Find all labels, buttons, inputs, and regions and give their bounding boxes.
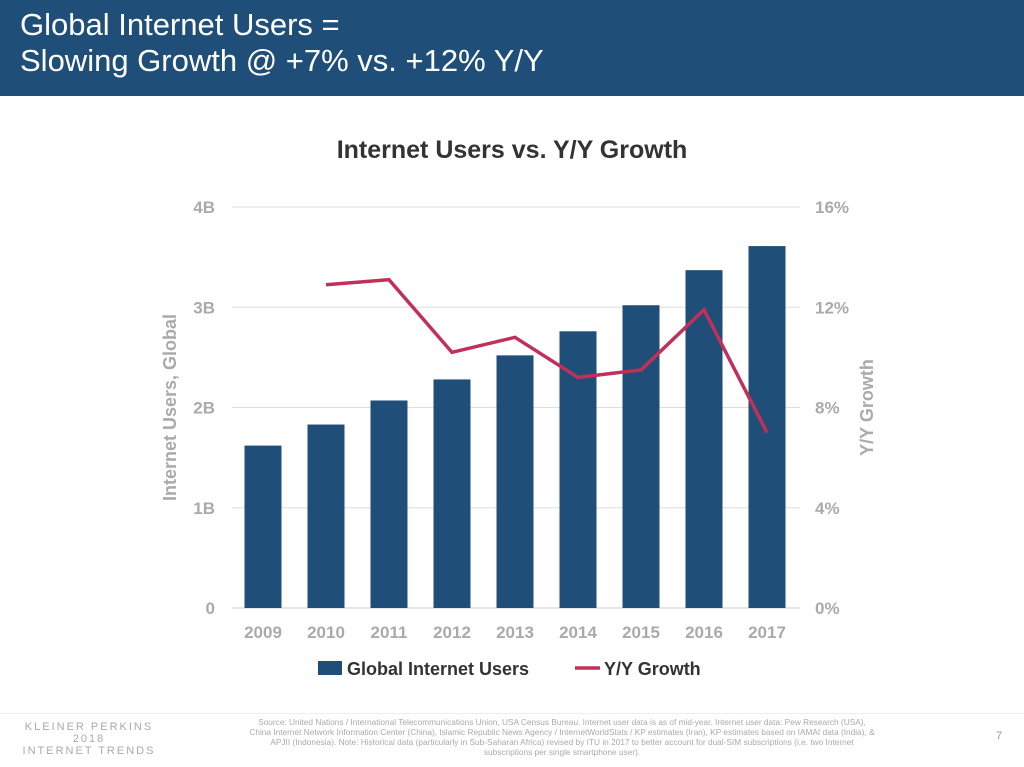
- bar-2015: [622, 305, 660, 608]
- y-tick-label: 1B: [193, 499, 215, 518]
- combo-chart: Internet Users vs. Y/Y Growth 0 0% 1B 4% 2B 8%…: [160, 136, 877, 679]
- y2-axis-label: Y/Y Growth: [857, 359, 877, 456]
- growth-line: [325, 277, 769, 434]
- legend-line-label: Y/Y Growth: [604, 659, 701, 679]
- x-tick-label: 2017: [748, 623, 786, 642]
- y-tick-label: 2B: [193, 399, 215, 418]
- legend-bar-label: Global Internet Users: [347, 659, 529, 679]
- x-tick-label: 2010: [307, 623, 345, 642]
- bar-2012: [433, 379, 471, 608]
- x-tick-label: 2013: [496, 623, 534, 642]
- x-tick-label: 2012: [433, 623, 471, 642]
- source-note: Source: United Nations / International T…: [249, 717, 875, 757]
- x-tick-label: 2014: [559, 623, 597, 642]
- slide-header: Global Internet Users = Slowing Growth @…: [0, 0, 1024, 96]
- y-axis-label: Internet Users, Global: [160, 314, 180, 501]
- y2-tick-label: 4%: [815, 499, 840, 518]
- bar-2011: [370, 400, 408, 608]
- x-tick-label: 2011: [371, 623, 408, 642]
- logo-line2: 2018: [72, 733, 106, 745]
- y-tick-label: 3B: [193, 298, 215, 317]
- x-tick-label: 2009: [244, 623, 282, 642]
- kleiner-perkins-logo: KLEINER PERKINS 2018 INTERNET TRENDS: [14, 721, 164, 757]
- bar-2013: [496, 355, 534, 608]
- y-tick-label: 4B: [193, 198, 215, 217]
- slide-title-line2: Slowing Growth @ +7% vs. +12% Y/Y: [20, 43, 544, 78]
- chart-title: Internet Users vs. Y/Y Growth: [337, 136, 688, 164]
- y2-tick-label: 0%: [815, 599, 840, 618]
- slide-title-line1: Global Internet Users =: [20, 7, 340, 42]
- y2-tick-label: 12%: [815, 298, 849, 317]
- bar-2010: [307, 424, 345, 608]
- logo-line1: KLEINER PERKINS: [24, 721, 154, 733]
- legend-bar-swatch: [318, 661, 342, 675]
- logo-line3: INTERNET TRENDS: [22, 745, 156, 757]
- bar-2016: [685, 270, 723, 608]
- bar-2014: [559, 331, 597, 608]
- footer-divider: [0, 713, 1024, 714]
- bar-2017: [748, 246, 786, 608]
- y2-tick-label: 16%: [815, 198, 849, 217]
- y-tick-label: 0: [206, 599, 215, 618]
- bar-2009: [244, 445, 282, 608]
- y2-tick-label: 8%: [815, 399, 840, 418]
- x-tick-label: 2016: [685, 623, 723, 642]
- page-number: 7: [996, 730, 1003, 742]
- x-tick-label: 2015: [622, 623, 660, 642]
